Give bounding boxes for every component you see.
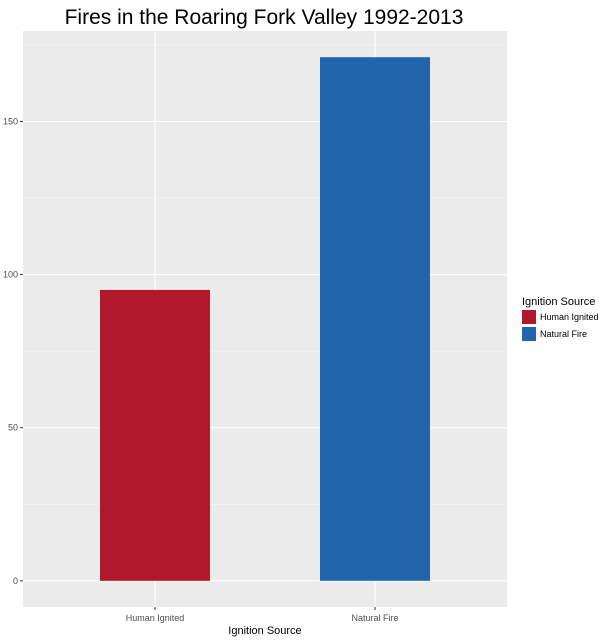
chart-title: Fires in the Roaring Fork Valley 1992-20…	[65, 6, 464, 29]
y-tick-label: 150	[3, 116, 18, 126]
legend-title: Ignition Source	[522, 296, 595, 308]
x-axis-title: Ignition Source	[228, 625, 301, 637]
bars	[100, 57, 430, 581]
x-tick-label: Human Ignited	[126, 613, 185, 623]
bar-human-ignited	[100, 289, 210, 581]
plot-panel	[23, 31, 507, 607]
legend-label: Natural Fire	[540, 329, 587, 339]
y-axis: 0 50 100 150	[3, 116, 23, 586]
y-tick-label: 50	[8, 423, 18, 433]
y-tick-label: 100	[3, 270, 18, 280]
x-tick-label: Natural Fire	[351, 613, 398, 623]
x-axis: Human Ignited Natural Fire	[126, 607, 399, 623]
legend: Ignition Source Human Ignited Natural Fir…	[522, 296, 599, 341]
legend-swatch	[522, 327, 536, 341]
legend-swatch	[522, 310, 536, 324]
bar-natural-fire	[320, 57, 430, 581]
legend-label: Human Ignited	[540, 312, 599, 322]
y-tick-label: 0	[13, 576, 18, 586]
